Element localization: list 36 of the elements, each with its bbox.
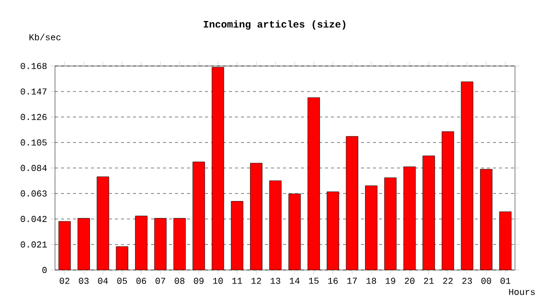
x-tick-label: 15 (308, 278, 319, 284)
x-tick-label: 23 (462, 278, 472, 284)
x-tick-label: 02 (60, 278, 70, 284)
y-tick-label: 0.105 (20, 139, 47, 146)
x-tick-label: 13 (270, 278, 280, 284)
x-tick-label: 08 (174, 278, 184, 284)
y-tick-label: 0.063 (20, 190, 47, 197)
x-tick-label: 10 (213, 278, 223, 284)
x-tick-label: 16 (328, 278, 338, 284)
x-tick-label: 19 (386, 278, 396, 284)
x-axis-title: Hours (509, 288, 535, 295)
x-tick-label: 22 (443, 278, 453, 284)
x-tick-label: 17 (347, 278, 357, 284)
y-tick-label: 0.147 (20, 88, 47, 95)
x-tick-label: 18 (366, 278, 376, 284)
y-axis-title: Kb/sec (30, 34, 61, 40)
x-tick-label: 03 (78, 278, 89, 284)
x-tick-label: 04 (98, 278, 108, 284)
y-tick-label: 0.084 (20, 164, 47, 172)
x-tick-label: 14 (290, 278, 300, 284)
x-tick-label: 06 (136, 278, 146, 284)
y-tick-label: 0.021 (20, 241, 47, 248)
x-tick-label: 21 (424, 278, 434, 284)
x-tick-label: 05 (117, 278, 127, 284)
x-tick-label: 01 (500, 278, 510, 284)
y-tick-label: 0 (42, 266, 47, 274)
chart-title: Incoming articles (size) (204, 20, 346, 30)
x-tick-label: 09 (194, 278, 204, 284)
x-tick-label: 12 (251, 278, 262, 284)
x-tick-label: 07 (156, 278, 166, 284)
x-tick-label: 20 (404, 278, 414, 284)
y-tick-label: 0.042 (20, 216, 47, 222)
x-tick-label: 11 (232, 278, 242, 284)
y-tick-label: 0.126 (20, 114, 47, 120)
x-tick-label: 00 (481, 278, 492, 284)
y-tick-label: 0.168 (20, 62, 47, 70)
